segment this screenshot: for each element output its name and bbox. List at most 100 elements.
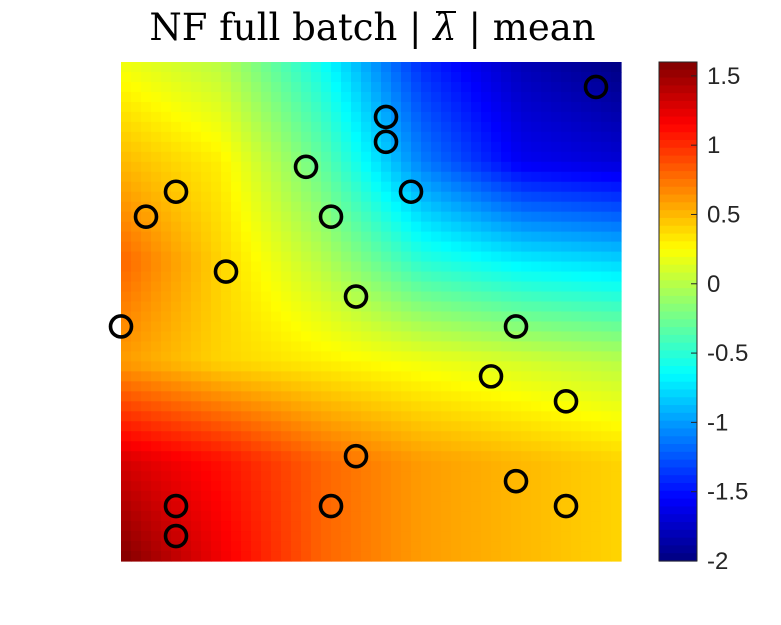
- sample-point: [163, 493, 189, 519]
- heatmap-cell: [511, 451, 522, 462]
- heatmap-cell: [511, 391, 522, 402]
- heatmap-cell: [471, 201, 482, 213]
- heatmap-cell: [211, 231, 222, 243]
- heatmap-cell: [281, 421, 292, 432]
- heatmap-cell: [541, 541, 552, 552]
- heatmap-cell: [501, 241, 512, 253]
- heatmap-cell: [131, 71, 142, 83]
- heatmap-cell: [611, 351, 622, 362]
- colorbar-segment: [659, 249, 697, 258]
- heatmap-cell: [521, 201, 532, 213]
- heatmap-cell: [571, 311, 582, 323]
- heatmap-cell: [191, 451, 202, 462]
- heatmap-cell: [231, 62, 242, 73]
- heatmap-cell: [541, 301, 552, 313]
- heatmap-cell: [331, 62, 342, 73]
- heatmap-cell: [221, 501, 232, 512]
- colorbar-segment: [659, 108, 697, 118]
- heatmap-cell: [391, 351, 402, 362]
- heatmap-cell: [171, 551, 182, 562]
- heatmap-cell: [231, 151, 242, 163]
- heatmap-cell: [281, 321, 292, 333]
- heatmap-cell: [521, 131, 532, 143]
- sample-point: [318, 204, 344, 229]
- heatmap-cell: [511, 71, 522, 83]
- heatmap-cell: [321, 361, 332, 372]
- heatmap-cell: [231, 441, 242, 452]
- heatmap-cell: [471, 231, 482, 243]
- heatmap-cell: [431, 131, 442, 143]
- heatmap-cell: [411, 211, 422, 223]
- heatmap-cell: [311, 221, 322, 233]
- heatmap-cell: [521, 161, 532, 173]
- heatmap-cell: [131, 221, 142, 233]
- colorbar-segment: [659, 358, 697, 367]
- heatmap-cell: [281, 541, 292, 552]
- heatmap-cell: [181, 321, 192, 333]
- heatmap-cell: [121, 271, 132, 283]
- heatmap-cell: [561, 451, 572, 462]
- heatmap-cell: [501, 71, 512, 83]
- heatmap-cell: [391, 71, 402, 83]
- heatmap-cell: [461, 191, 472, 203]
- heatmap-cell: [221, 291, 232, 303]
- heatmap-cell: [501, 121, 512, 133]
- heatmap-cell: [341, 161, 352, 173]
- heatmap-cell: [131, 401, 142, 412]
- heatmap-cell: [151, 221, 162, 233]
- heatmap-cell: [501, 401, 512, 412]
- heatmap-cell: [371, 291, 382, 303]
- heatmap-cell: [331, 81, 342, 93]
- heatmap-cell: [161, 291, 172, 303]
- heatmap-cell: [431, 62, 442, 73]
- heatmap-cell: [451, 351, 462, 362]
- heatmap-cell: [381, 421, 392, 432]
- heatmap-cell: [531, 151, 542, 163]
- heatmap-cell: [221, 171, 232, 183]
- heatmap-cell: [251, 551, 262, 562]
- heatmap-cell: [151, 161, 162, 173]
- heatmap-cell: [451, 421, 462, 432]
- heatmap-cell: [381, 361, 392, 372]
- heatmap-cell: [131, 311, 142, 323]
- heatmap-cell: [461, 331, 472, 343]
- heatmap-cell: [331, 271, 342, 283]
- heatmap-cell: [301, 301, 312, 313]
- heatmap-cell: [531, 211, 542, 223]
- heatmap-cell: [311, 351, 322, 362]
- heatmap-cell: [221, 221, 232, 233]
- heatmap-cell: [391, 511, 402, 522]
- heatmap-cell: [511, 181, 522, 193]
- heatmap-cell: [501, 431, 512, 442]
- heatmap-cell: [341, 251, 352, 263]
- heatmap-cell: [281, 391, 292, 402]
- heatmap-cell: [331, 461, 342, 472]
- heatmap-cell: [461, 251, 472, 263]
- heatmap-cell: [451, 161, 462, 173]
- heatmap-cell: [511, 271, 522, 283]
- heatmap-cell: [581, 171, 592, 183]
- heatmap-cell: [431, 401, 442, 412]
- heatmap-cell: [401, 281, 412, 293]
- heatmap-cell: [311, 231, 322, 243]
- heatmap-cell: [191, 461, 202, 472]
- heatmap-cell: [251, 121, 262, 133]
- heatmap-cell: [521, 151, 532, 163]
- heatmap-cell: [551, 431, 562, 442]
- heatmap-cell: [171, 301, 182, 313]
- heatmap-cell: [261, 81, 272, 93]
- heatmap-cell: [601, 221, 612, 233]
- heatmap-cell: [411, 481, 422, 492]
- heatmap-cell: [521, 451, 532, 462]
- heatmap-cell: [181, 471, 192, 482]
- heatmap-cell: [501, 341, 512, 353]
- heatmap-cell: [451, 531, 462, 542]
- heatmap-cell: [201, 511, 212, 522]
- heatmap-cell: [431, 411, 442, 422]
- heatmap-cell: [541, 291, 552, 303]
- heatmap-cell: [521, 511, 532, 522]
- heatmap-cell: [471, 311, 482, 323]
- heatmap-cell: [301, 491, 312, 502]
- heatmap-cell: [481, 511, 492, 522]
- heatmap-cell: [231, 491, 242, 502]
